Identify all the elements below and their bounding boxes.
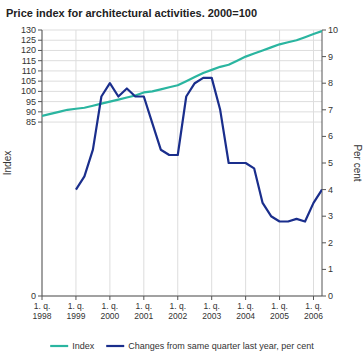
tick xyxy=(322,83,326,84)
tick-label: 1. q.2006 xyxy=(304,301,323,321)
tick-label: 5 xyxy=(328,158,333,168)
tick xyxy=(38,296,42,297)
tick-label: 3 xyxy=(328,211,333,221)
legend-label: Index xyxy=(72,341,95,351)
tick xyxy=(38,81,42,82)
grid-line xyxy=(143,30,144,296)
tick-label: 10 xyxy=(328,25,338,35)
tick-label: 1. q.2003 xyxy=(202,301,221,321)
tick xyxy=(322,189,326,190)
tick xyxy=(322,242,326,243)
tick-label: 9 xyxy=(328,52,333,62)
tick xyxy=(38,40,42,41)
tick-label: 0 xyxy=(328,291,333,301)
legend-label: Changes from same quarter last year, per… xyxy=(128,341,314,351)
tick xyxy=(38,70,42,71)
tick-label: 1. q.1999 xyxy=(66,301,85,321)
legend-swatch xyxy=(50,345,68,347)
grid-line xyxy=(177,30,178,296)
tick-label: 115 xyxy=(22,56,36,66)
grid-line xyxy=(313,30,314,296)
tick xyxy=(322,56,326,57)
tick-label: 90 xyxy=(26,107,36,117)
tick xyxy=(177,296,178,300)
grid-line xyxy=(75,30,76,296)
tick-label: 8 xyxy=(328,78,333,88)
tick xyxy=(143,296,144,300)
tick-label: 100 xyxy=(21,86,36,96)
tick xyxy=(279,296,280,300)
tick-label: 1. q.2001 xyxy=(134,301,153,321)
grid-line xyxy=(279,30,280,296)
tick-label: 0 xyxy=(31,291,36,301)
chart: Price index for architectural activities… xyxy=(0,0,364,364)
tick-label: 7 xyxy=(328,105,333,115)
tick xyxy=(322,216,326,217)
tick xyxy=(109,296,110,300)
tick xyxy=(38,91,42,92)
grid xyxy=(42,30,322,296)
tick-label: 95 xyxy=(26,97,36,107)
tick xyxy=(211,296,212,300)
tick-label: 1. q.2000 xyxy=(100,301,119,321)
tick xyxy=(322,296,326,297)
line xyxy=(76,78,322,222)
tick xyxy=(322,269,326,270)
y-axis-label: Index xyxy=(2,151,13,175)
grid-line xyxy=(42,30,43,296)
tick-label: 1. q.2005 xyxy=(270,301,289,321)
tick-label: 125 xyxy=(21,35,36,45)
tick xyxy=(38,101,42,102)
tick xyxy=(38,122,42,123)
tick xyxy=(42,296,43,300)
line xyxy=(42,31,322,116)
tick xyxy=(322,163,326,164)
tick xyxy=(38,50,42,51)
y-axis xyxy=(42,30,43,296)
tick-label: 1. q.2002 xyxy=(168,301,187,321)
tick xyxy=(245,296,246,300)
tick-label: 130 xyxy=(21,25,36,35)
tick-label: 6 xyxy=(328,131,333,141)
tick-label: 85 xyxy=(26,117,36,127)
tick xyxy=(75,296,76,300)
y2-axis-label: Per cent xyxy=(352,144,363,181)
legend-item: Index xyxy=(50,341,95,351)
tick-label: 1. q.2004 xyxy=(236,301,255,321)
tick xyxy=(313,296,314,300)
tick xyxy=(38,111,42,112)
tick-label: 120 xyxy=(21,45,36,55)
tick-label: 4 xyxy=(328,185,333,195)
tick-label: 1. q.1998 xyxy=(33,301,52,321)
legend-item: Changes from same quarter last year, per… xyxy=(106,341,314,351)
tick xyxy=(322,136,326,137)
plot-area xyxy=(42,31,322,222)
tick-label: 110 xyxy=(22,66,36,76)
title: Price index for architectural activities… xyxy=(6,7,257,19)
tick-label: 2 xyxy=(328,238,333,248)
tick xyxy=(322,30,326,31)
tick-label: 105 xyxy=(21,76,36,86)
tick xyxy=(38,60,42,61)
tick xyxy=(322,109,326,110)
tick xyxy=(38,30,42,31)
tick-label: 1 xyxy=(328,264,333,274)
legend-swatch xyxy=(106,345,124,347)
grid-line xyxy=(109,30,110,296)
legend: Index Changes from same quarter last year… xyxy=(50,341,314,351)
